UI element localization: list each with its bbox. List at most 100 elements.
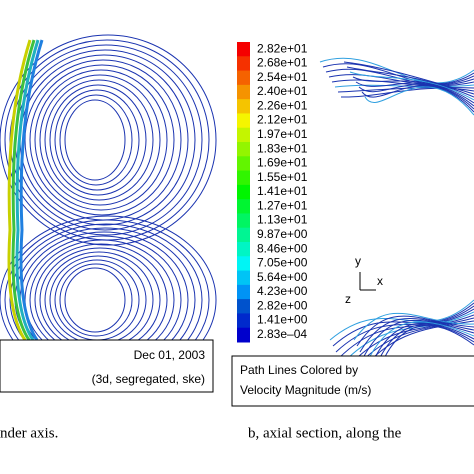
colorbar-band [237,284,250,300]
path-line [332,302,474,347]
path-line [0,34,217,246]
path-line [329,299,474,341]
path-line [64,267,126,333]
path-line [24,59,182,221]
colorbar-label: 1.13e+01 [257,213,308,227]
path-line [39,247,161,353]
path-line [361,85,474,113]
path-line [334,84,474,88]
colorbar-band [237,327,250,343]
colorbar-band [237,142,250,157]
colorbar-label: 1.55e+01 [257,170,308,184]
right-path-lines [319,57,474,383]
path-line [19,39,44,341]
colorbar: 2.82e+012.68e+012.54e+012.40e+012.26e+01… [237,41,308,343]
path-line [358,84,474,110]
axis-label: x [377,274,383,288]
colorbar-band [237,313,250,329]
colorbar-label: 7.05e+00 [257,256,308,270]
colorbar-band [237,113,250,129]
colorbar-band [237,99,250,114]
path-line [353,312,474,341]
path-line [11,39,36,341]
path-line [9,44,203,236]
path-line [355,81,474,107]
path-line [337,86,474,93]
colorbar-band [237,299,250,314]
path-line [49,84,147,196]
path-line [335,305,474,353]
axis-label: z [345,292,351,306]
colorbar-band [237,56,250,72]
date: Dec 01, 2003 [134,348,206,362]
legend-line: Velocity Magnitude (m/s) [240,383,371,397]
colorbar-band [237,84,250,100]
path-line [364,86,474,116]
caption: nder axis. [0,425,58,441]
colorbar-label: 1.27e+01 [257,198,308,212]
path-line [349,71,474,101]
path-line [359,318,474,353]
colorbar-label: 1.83e+01 [257,141,308,155]
colorbar-label: 2.82e+01 [257,41,308,55]
colorbar-band [237,184,250,200]
colorbar-label: 2.68e+01 [257,56,308,70]
path-line [44,79,154,201]
path-line [54,259,140,341]
colorbar-band [237,170,250,186]
path-line [362,319,474,359]
colorbar-label: 2.54e+01 [257,70,308,84]
colorbar-band [237,270,250,286]
path-line [7,39,32,341]
path-line [346,66,474,98]
path-line [15,39,40,341]
colorbar-band [237,42,250,57]
path-line [365,321,474,365]
legend-line: Path Lines Colored by [240,363,358,377]
path-line [4,39,210,241]
colorbar-label: 2.12e+01 [257,113,308,127]
colorbar-label: 1.69e+01 [257,156,308,170]
path-line [64,99,126,181]
path-line [368,322,474,371]
axis-triad: y x z [345,254,383,306]
legend-box [231,355,474,407]
colorbar-label: 5.64e+00 [257,270,308,284]
info-box [0,339,214,393]
solver: (3d, segregated, ske) [92,372,205,386]
path-line [59,263,133,337]
colorbar-band [237,256,250,272]
path-line [352,76,474,104]
colorbar-band [237,127,250,143]
colorbar-band [237,242,250,257]
colorbar-label: 1.41e+00 [257,313,308,327]
path-line [319,57,474,84]
path-line [54,89,140,191]
path-line [34,69,168,211]
colorbar-band [237,156,250,172]
path-line [39,74,161,206]
colorbar-label: 2.83e–04 [257,327,307,341]
colorbar-label: 1.41e+01 [257,184,308,198]
colorbar-label: 1.97e+01 [257,127,308,141]
axis-label: y [355,254,361,268]
path-line [29,64,175,216]
colorbar-label: 2.82e+00 [257,298,308,312]
colorbar-label: 4.23e+00 [257,284,308,298]
colorbar-band [237,213,250,229]
path-line [356,315,474,347]
path-line [14,49,196,231]
colorbar-label: 9.87e+00 [257,227,308,241]
path-line [59,94,133,186]
colorbar-label: 2.40e+01 [257,84,308,98]
caption: b, axial section, along the [248,425,402,441]
mask [0,0,215,30]
left-path-lines [0,0,217,385]
colorbar-label: 8.46e+00 [257,241,308,255]
colorbar-label: 2.26e+01 [257,98,308,112]
path-line [343,61,474,95]
colorbar-band [237,70,250,86]
colorbar-band [237,199,250,214]
